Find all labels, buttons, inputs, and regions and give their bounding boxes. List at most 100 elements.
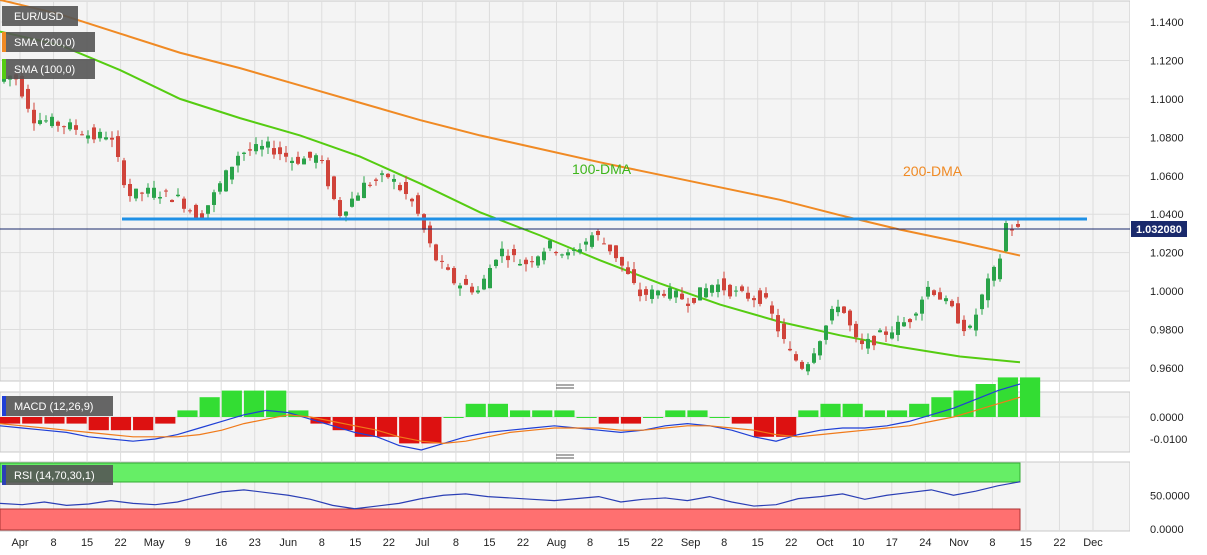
legend-sma100[interactable]: SMA (100,0): [2, 59, 95, 79]
macd-histogram-bar: [0, 417, 21, 424]
legend-symbol[interactable]: EUR/USD: [2, 6, 78, 26]
candle-body: [662, 293, 666, 296]
x-tick-label: Dec: [1083, 537, 1103, 549]
rsi-indicator: [0, 481, 1021, 510]
macd-histogram-bar: [975, 384, 996, 417]
candle-body: [254, 144, 258, 152]
candle-body: [962, 319, 966, 332]
candle-body: [482, 278, 486, 290]
x-tick-label: 22: [1053, 537, 1065, 549]
candle-body: [542, 251, 546, 261]
legend-sma200[interactable]: SMA (200,0): [2, 32, 95, 52]
macd-histogram-bar: [177, 410, 198, 417]
candle-body: [680, 293, 684, 300]
panel-resize-handle[interactable]: [556, 384, 574, 389]
candle-body: [788, 348, 792, 351]
legend-rsi[interactable]: RSI (14,70,30,1): [2, 465, 113, 485]
macd-histogram-bar: [288, 410, 309, 417]
candle-body: [200, 213, 204, 219]
x-tick-label: 16: [215, 537, 227, 549]
candle-body: [332, 176, 336, 200]
candle-body: [950, 300, 954, 307]
x-tick-label: Nov: [949, 537, 969, 549]
candle-body: [608, 244, 612, 252]
x-tick-label: 17: [886, 537, 898, 549]
candle-body: [548, 240, 552, 249]
candle-body: [380, 173, 384, 175]
x-tick-label: 15: [1020, 537, 1032, 549]
y-tick-label: 1.1400: [1150, 17, 1184, 29]
x-tick-label: 10: [852, 537, 864, 549]
y-tick-label: 50.0000: [1150, 490, 1190, 502]
candlesticks: [2, 72, 1020, 376]
x-tick-label: Jun: [279, 537, 297, 549]
x-tick-label: 8: [721, 537, 727, 549]
candle-body: [932, 290, 936, 295]
x-tick-label: Jul: [415, 537, 429, 549]
x-tick-label: 22: [651, 537, 663, 549]
macd-histogram-bar: [421, 417, 442, 444]
candle-body: [824, 325, 828, 340]
candle-body: [560, 254, 564, 256]
candle-body: [134, 188, 138, 199]
x-tick-label: 15: [81, 537, 93, 549]
candle-body: [260, 145, 264, 150]
candle-body: [806, 364, 810, 372]
candle-body: [236, 155, 240, 166]
x-tick-label: 8: [587, 537, 593, 549]
candle-body: [668, 287, 672, 299]
macd-histogram-bar: [266, 390, 287, 417]
candle-body: [902, 322, 906, 327]
macd-histogram-bar: [753, 417, 775, 437]
candle-body: [686, 303, 690, 306]
candle-body: [614, 245, 618, 259]
y-tick-label: 1.0000: [1150, 286, 1184, 298]
macd-histogram-bar: [864, 410, 885, 417]
candle-body: [476, 290, 480, 293]
candle-body: [704, 288, 708, 298]
candle-body: [344, 211, 348, 216]
macd-histogram-bar: [842, 403, 863, 417]
candle-body: [566, 252, 570, 256]
x-tick-label: May: [144, 537, 165, 549]
candle-body: [416, 195, 420, 214]
legend-macd[interactable]: MACD (12,26,9): [2, 396, 113, 416]
x-tick-label: 8: [319, 537, 325, 549]
x-tick-label: 8: [989, 537, 995, 549]
macd-histogram-bar: [88, 417, 109, 431]
x-tick-label: 23: [249, 537, 261, 549]
y-tick-label: 0.0000: [1150, 412, 1184, 424]
y-tick-label: 1.1000: [1150, 94, 1184, 106]
macd-histogram-bar: [354, 417, 375, 437]
candle-body: [992, 266, 996, 281]
candle-body: [752, 298, 756, 301]
candle-body: [854, 323, 858, 338]
candle-body: [590, 235, 594, 247]
candle-body: [602, 243, 606, 245]
candle-body: [308, 151, 312, 158]
candle-body: [296, 156, 300, 164]
candle-body: [890, 332, 894, 339]
price-tag: 1.032080: [1136, 224, 1182, 236]
candle-body: [116, 136, 120, 158]
panel-resize-handle[interactable]: [556, 454, 574, 459]
candle-body: [314, 155, 318, 163]
candle-body: [578, 249, 582, 253]
candle-body: [584, 241, 588, 245]
macd-histogram-bar: [399, 417, 420, 444]
macd-histogram-bar: [22, 417, 43, 424]
candle-body: [734, 290, 738, 292]
candle-body: [980, 294, 984, 310]
candle-body: [530, 261, 534, 263]
candle-body: [98, 131, 102, 139]
candle-body: [626, 267, 630, 275]
candle-body: [650, 289, 654, 299]
legend-sma200-text: SMA (200,0): [14, 37, 75, 49]
candle-body: [674, 290, 678, 298]
price-tag-box: [1131, 221, 1187, 237]
candle-body: [500, 248, 504, 257]
candle-body: [644, 289, 648, 295]
rsi-overbought-zone: [0, 462, 1021, 483]
macd-histogram-bar: [376, 417, 398, 437]
candle-body: [842, 306, 846, 313]
